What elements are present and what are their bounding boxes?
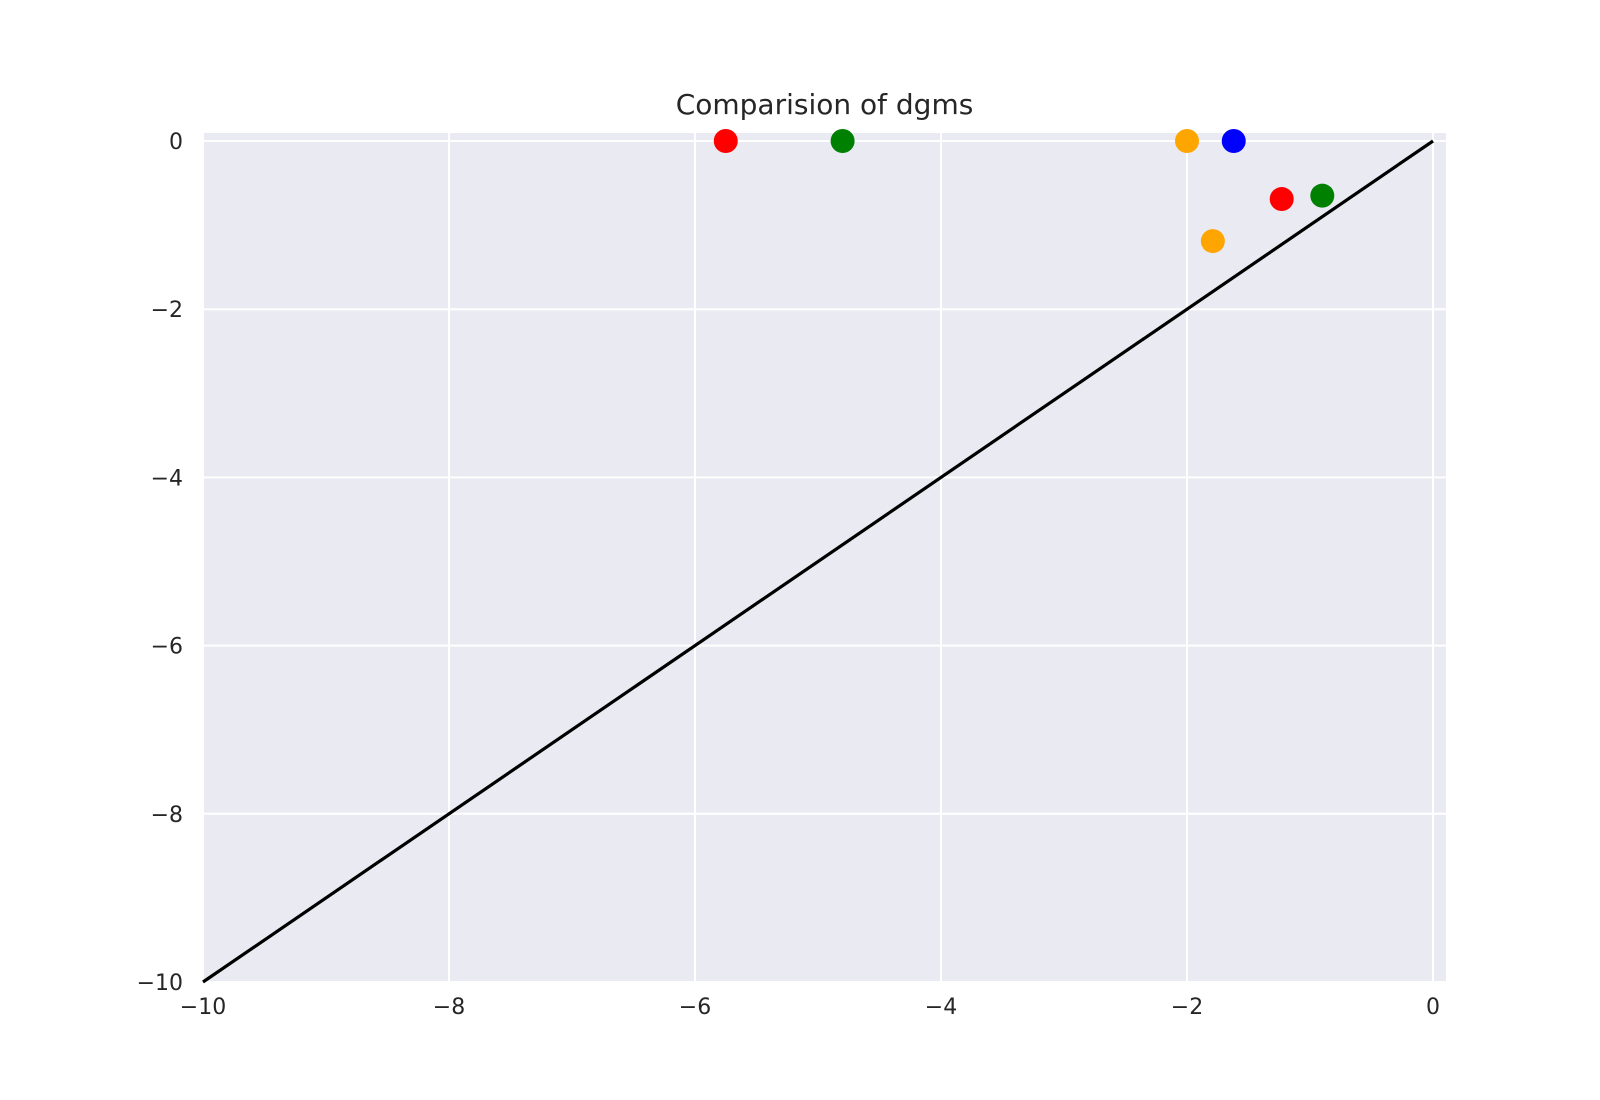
data-point [1269, 187, 1294, 212]
data-point [830, 129, 855, 153]
x-axis-ticks: −10 −8 −6 −4 −2 0 [180, 995, 1440, 1020]
y-tick-label: −8 [151, 803, 183, 828]
y-tick-label: −4 [151, 466, 183, 491]
y-tick-label: −2 [151, 298, 183, 323]
x-tick-label: 0 [1426, 995, 1440, 1020]
x-tick-label: −6 [679, 995, 711, 1020]
data-point [1175, 129, 1199, 153]
x-tick-label: −4 [925, 995, 957, 1020]
y-tick-label: −10 [137, 971, 183, 996]
grid-lines [202, 133, 1446, 983]
data-point [1200, 229, 1225, 254]
chart-title: Comparision of dgms [676, 88, 974, 121]
y-axis-ticks: 0 −2 −4 −6 −8 −10 [137, 130, 183, 996]
x-tick-label: −8 [433, 995, 465, 1020]
data-points [713, 129, 1335, 254]
x-tick-label: −10 [180, 995, 226, 1020]
diagonal-line [202, 139, 1434, 984]
y-tick-label: −6 [151, 635, 183, 660]
y-tick-label: 0 [169, 130, 183, 155]
data-point [1221, 129, 1246, 153]
x-tick-label: −2 [1171, 995, 1203, 1020]
data-point [1310, 183, 1335, 208]
data-point [713, 129, 738, 153]
